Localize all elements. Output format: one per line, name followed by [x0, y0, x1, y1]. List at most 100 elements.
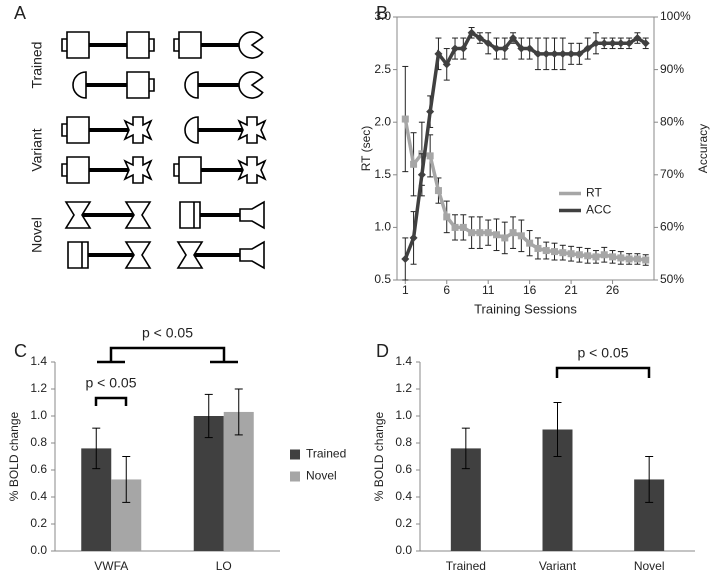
y2-tick-label: 50% — [660, 272, 684, 286]
x-axis-title: Training Sessions — [474, 301, 577, 316]
legend-label: RT — [586, 186, 602, 200]
y-tick-label: 2.5 — [374, 62, 391, 76]
stimulus-part — [126, 71, 155, 99]
marker — [542, 49, 551, 58]
y2-axis-title: Accuracy — [696, 124, 710, 173]
marker — [600, 39, 609, 48]
stimulus-part — [239, 240, 265, 270]
y-tick-label: 2.0 — [374, 114, 391, 128]
marker — [567, 250, 575, 258]
marker — [451, 44, 460, 53]
marker — [617, 254, 625, 262]
x-tick-label: LO — [216, 559, 232, 573]
series-line — [403, 30, 647, 260]
y-tick-label: 1.4 — [395, 354, 412, 368]
y-tick-label: 0.2 — [395, 516, 412, 530]
y-tick-label: 0.5 — [374, 272, 391, 286]
marker — [500, 44, 509, 53]
legend-label: Trained — [306, 447, 346, 461]
x-tick-label: 16 — [523, 283, 537, 297]
marker — [583, 44, 592, 53]
marker — [484, 229, 492, 237]
stimulus-part — [123, 116, 153, 144]
panel-label: A — [14, 3, 26, 23]
annotation: p < 0.05 — [578, 345, 629, 361]
panel-label: C — [14, 341, 27, 361]
x-tick-label: 1 — [402, 283, 409, 297]
stimulus-part — [64, 201, 92, 229]
marker — [410, 160, 418, 168]
marker — [517, 44, 526, 53]
marker — [567, 49, 576, 58]
marker — [625, 39, 634, 48]
annotation: p < 0.05 — [86, 375, 137, 391]
y-tick-label: 3.0 — [374, 9, 391, 23]
y-tick-label: 1.2 — [30, 381, 47, 395]
x-tick-label: 26 — [606, 283, 620, 297]
marker — [434, 49, 443, 58]
marker — [625, 255, 633, 263]
group-label: Trained — [29, 42, 45, 89]
marker — [633, 34, 642, 43]
marker — [484, 39, 493, 48]
stimulus-part — [237, 116, 267, 144]
y-tick-label: 1.0 — [374, 220, 391, 234]
marker — [434, 187, 442, 195]
marker — [608, 39, 617, 48]
stimulus-part — [126, 31, 155, 59]
marker — [476, 229, 484, 237]
marker — [641, 39, 650, 48]
y-tick-label: 0.4 — [395, 489, 412, 503]
panel-label: B — [376, 3, 388, 23]
stimulus-part — [184, 116, 199, 144]
marker — [443, 213, 451, 221]
legend-label: Novel — [306, 469, 337, 483]
y-tick-label: 1.0 — [30, 408, 47, 422]
marker — [633, 255, 641, 263]
marker — [575, 251, 583, 259]
marker — [409, 233, 418, 242]
marker — [591, 39, 600, 48]
stimulus-part — [238, 31, 264, 59]
marker — [525, 44, 534, 53]
y-axis-title: RT (sec) — [359, 126, 373, 172]
annotation: p < 0.05 — [142, 325, 193, 341]
y-tick-label: 1.5 — [374, 167, 391, 181]
bar — [193, 416, 224, 551]
y-tick-label: 0.0 — [395, 543, 412, 557]
x-tick-label: VWFA — [94, 559, 128, 573]
y2-tick-label: 100% — [660, 9, 691, 23]
stimulus-part — [179, 201, 201, 229]
marker — [642, 256, 650, 264]
y-tick-label: 0.2 — [30, 516, 47, 530]
significance-bracket — [94, 396, 128, 406]
marker — [526, 239, 534, 247]
marker — [501, 234, 509, 242]
group-label: Variant — [29, 128, 45, 171]
marker — [609, 253, 617, 261]
x-tick-label: Novel — [634, 559, 665, 573]
x-tick-label: 6 — [443, 283, 450, 297]
marker — [509, 34, 518, 43]
marker — [451, 223, 459, 231]
y-tick-label: 0.8 — [30, 435, 47, 449]
stimulus-part — [124, 201, 152, 229]
marker — [467, 28, 476, 37]
marker — [558, 49, 567, 58]
legend-swatch — [290, 449, 300, 460]
marker — [401, 254, 410, 263]
legend-label: ACC — [586, 203, 612, 217]
y-tick-label: 0.8 — [395, 435, 412, 449]
marker — [616, 39, 625, 48]
y-axis-title: % BOLD change — [372, 411, 386, 501]
stimulus-part — [61, 116, 90, 144]
marker — [459, 44, 468, 53]
stimulus-part — [237, 156, 267, 184]
marker — [575, 49, 584, 58]
marker — [584, 252, 592, 260]
y-tick-label: 1.2 — [395, 381, 412, 395]
y-tick-label: 1.0 — [395, 408, 412, 422]
legend-swatch — [290, 471, 300, 482]
marker — [492, 44, 501, 53]
